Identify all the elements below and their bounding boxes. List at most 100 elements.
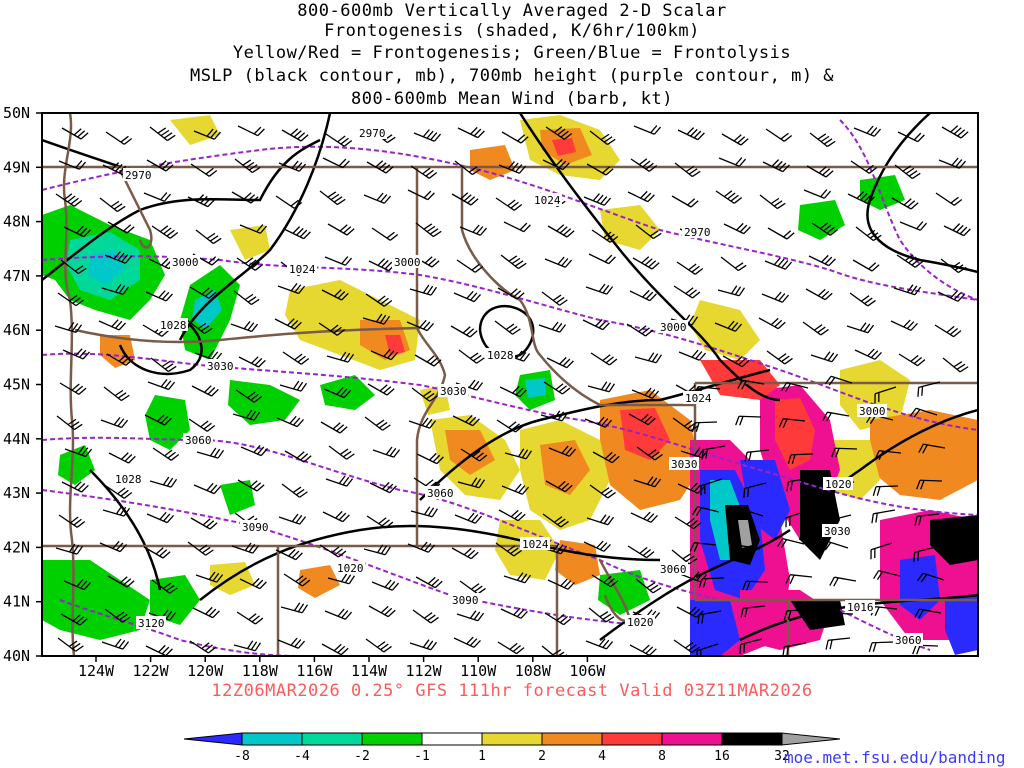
height-contour-3000 — [42, 255, 978, 431]
height-contour-3120 — [59, 599, 301, 656]
mslp-contour-1028-c — [89, 469, 162, 591]
height-label: 3060 — [660, 563, 687, 576]
wind-barb — [739, 638, 763, 654]
wind-barb — [497, 641, 525, 655]
lon-label: 116W — [296, 662, 333, 680]
wind-barb — [854, 348, 882, 360]
source-credit[interactable]: moe.met.fsu.edu/banding — [784, 748, 1006, 767]
wind-barb — [678, 349, 707, 361]
wind-barb — [785, 510, 808, 528]
wind-barb — [586, 163, 614, 176]
axes: 50N 49N 48N 47N 46N 45N 44N 43N 42N 41N 40N 124W 122… — [3, 104, 606, 680]
wind-barb — [362, 313, 391, 325]
wind-barb — [943, 223, 971, 237]
lon-label: 120W — [187, 662, 224, 680]
wind-barb — [824, 375, 853, 386]
wind-barb — [456, 259, 484, 273]
frontolysis-area — [525, 378, 546, 398]
wind-barb — [64, 445, 93, 458]
wind-barb — [366, 160, 394, 174]
wind-barb — [829, 576, 857, 587]
wind-barb — [916, 572, 945, 583]
forecast-valid-line: 12Z06MAR2026 0.25° GFS 111hr forecast Va… — [211, 681, 813, 701]
colorbar-segment — [721, 732, 783, 746]
wind-barb — [742, 580, 769, 591]
wind-barb — [371, 579, 400, 591]
wind-barb — [231, 191, 259, 204]
frontolysis-area — [58, 445, 95, 485]
wind-barb — [239, 577, 267, 590]
wind-barb — [591, 574, 619, 588]
wind-barb — [414, 354, 442, 367]
wind-barb — [676, 261, 704, 275]
frontolysis-area — [320, 375, 375, 410]
wind-barb — [582, 318, 610, 331]
title-line-5: 800-600mb Mean Wind (barb, kt) — [350, 89, 674, 109]
wind-barb — [853, 125, 882, 137]
wind-barb — [411, 387, 438, 402]
wind-barb — [765, 128, 793, 142]
wind-barb — [146, 511, 175, 524]
wind-barb — [940, 258, 967, 274]
wind-barb — [540, 410, 569, 422]
mslp-label: 1024 — [522, 538, 549, 551]
height-contour-3090 — [42, 489, 641, 626]
wind-barb — [918, 443, 946, 454]
lat-label: 46N — [3, 321, 30, 339]
wind-barb — [191, 385, 219, 397]
wind-barb — [278, 160, 307, 172]
height-label: 2970 — [125, 169, 152, 182]
wind-barb — [691, 421, 718, 433]
wind-barb — [55, 543, 84, 555]
wind-barb — [893, 284, 922, 296]
wind-barb — [689, 542, 717, 553]
colorbar-segment — [601, 732, 663, 746]
wind-barb — [321, 643, 349, 656]
wind-barb — [781, 382, 809, 393]
lat-label: 47N — [3, 267, 30, 285]
lat-label: 41N — [3, 593, 30, 611]
wind-barb — [63, 578, 92, 591]
wind-barb — [59, 382, 87, 395]
colorbar-label: 2 — [538, 749, 546, 764]
wind-barb — [894, 164, 921, 180]
colorbar-segment — [541, 732, 603, 746]
wind-barb — [189, 286, 217, 299]
wind-barb — [58, 160, 87, 170]
colorbar-segment — [361, 732, 423, 746]
wind-barb — [627, 190, 655, 203]
wind-barb — [717, 285, 746, 297]
mslp-contour-1020 — [798, 408, 978, 541]
wind-barb — [778, 418, 806, 429]
wind-barb — [503, 572, 532, 584]
wind-barb — [761, 291, 790, 303]
wind-barb — [874, 450, 902, 461]
wind-barb — [61, 481, 89, 493]
colorbar-label: 1 — [478, 749, 486, 764]
wind-barb — [759, 194, 786, 210]
colorbar-label: -4 — [294, 749, 310, 764]
wind-barb — [234, 158, 261, 174]
wind-barb — [635, 224, 662, 240]
wind-barb — [410, 506, 439, 518]
wind-barb — [324, 256, 353, 266]
wind-barb — [543, 381, 571, 395]
wind-barb — [585, 638, 614, 650]
wind-barb — [588, 253, 616, 265]
colorbar-segment — [481, 732, 543, 746]
wind-barb — [808, 254, 836, 267]
wind-barb — [585, 283, 614, 295]
frontogenesis-band — [775, 398, 815, 470]
wind-barb — [277, 637, 306, 649]
wind-barb — [723, 222, 751, 235]
wind-barb — [459, 224, 488, 236]
wind-barb — [628, 413, 656, 426]
wind-barb — [782, 642, 807, 656]
frontogenesis-area — [170, 115, 220, 145]
colorbar-label: 16 — [714, 749, 730, 764]
colorbar-segment — [781, 732, 841, 746]
wind-barb — [280, 602, 309, 614]
wind-barb — [809, 132, 836, 148]
wind-barb — [190, 163, 218, 177]
colorbar-label: 32 — [774, 749, 790, 764]
